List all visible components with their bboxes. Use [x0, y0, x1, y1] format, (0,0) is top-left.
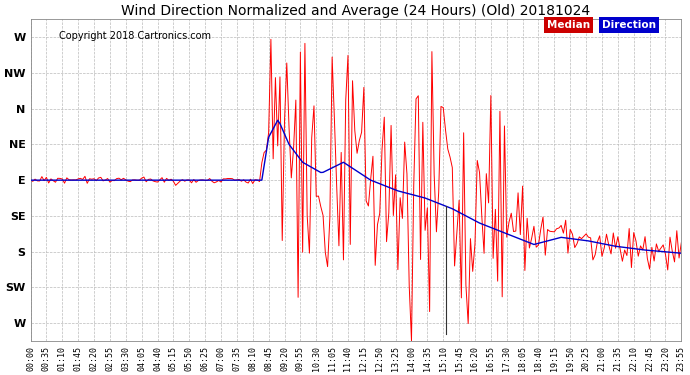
Text: Copyright 2018 Cartronics.com: Copyright 2018 Cartronics.com — [59, 32, 210, 41]
Text: Direction: Direction — [602, 20, 656, 30]
Title: Wind Direction Normalized and Average (24 Hours) (Old) 20181024: Wind Direction Normalized and Average (2… — [121, 4, 591, 18]
Text: Median: Median — [546, 20, 590, 30]
